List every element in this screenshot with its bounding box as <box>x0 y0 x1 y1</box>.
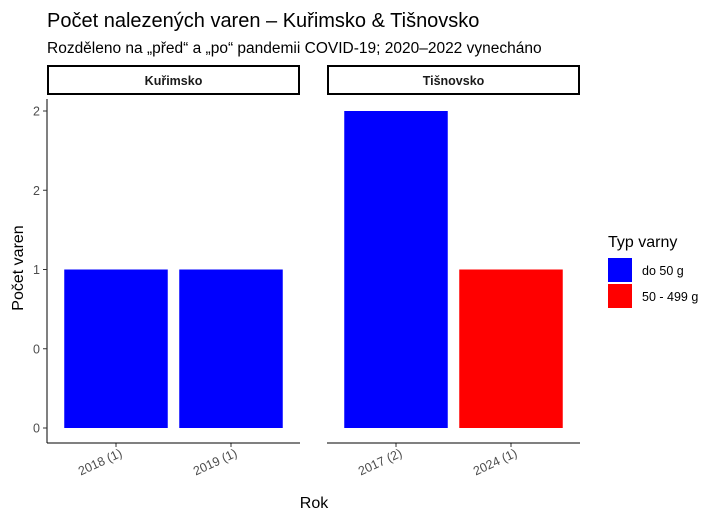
bar <box>179 269 283 428</box>
y-tick-label: 0 <box>33 422 40 436</box>
facet-strip <box>327 65 580 95</box>
x-tick-label: 2018 (1) <box>76 446 124 478</box>
y-tick-label: 1 <box>33 263 40 277</box>
facet-strip-label: Kuřimsko <box>145 74 203 88</box>
y-axis: 0 0 1 2 2 <box>33 99 48 443</box>
y-tick-label: 2 <box>33 105 40 119</box>
facet-panel-1: Tišnovsko 2017 (2) 2024 (1) <box>327 65 580 478</box>
facet-strip-label: Tišnovsko <box>423 74 485 88</box>
facet-panels: Kuřimsko 2018 (1) 2019 (1) Tišnovsko 2017 (2… <box>47 65 580 478</box>
chart-title: Počet nalezených varen – Kuřimsko & Tišn… <box>47 10 479 32</box>
legend: Typ varny do 50 g 50 - 499 g <box>608 234 698 308</box>
facet-strip <box>47 65 300 95</box>
legend-label: do 50 g <box>642 264 684 278</box>
legend-swatch <box>608 258 632 282</box>
bar <box>344 111 448 428</box>
x-tick-label: 2019 (1) <box>191 446 239 478</box>
x-axis-title: Rok <box>300 495 329 512</box>
y-tick-label: 0 <box>33 342 40 356</box>
bar <box>64 269 168 428</box>
legend-title: Typ varny <box>608 234 677 251</box>
legend-label: 50 - 499 g <box>642 290 698 304</box>
legend-swatch <box>608 284 632 308</box>
facet-panel-0: Kuřimsko 2018 (1) 2019 (1) <box>47 65 300 478</box>
x-tick-label: 2024 (1) <box>471 446 519 478</box>
chart-subtitle: Rozděleno na „před“ a „po“ pandemii COVI… <box>47 40 542 57</box>
bar <box>459 269 563 428</box>
x-tick-label: 2017 (2) <box>356 446 404 478</box>
y-axis-title: Počet varen <box>10 225 27 310</box>
y-tick-label: 2 <box>33 184 40 198</box>
